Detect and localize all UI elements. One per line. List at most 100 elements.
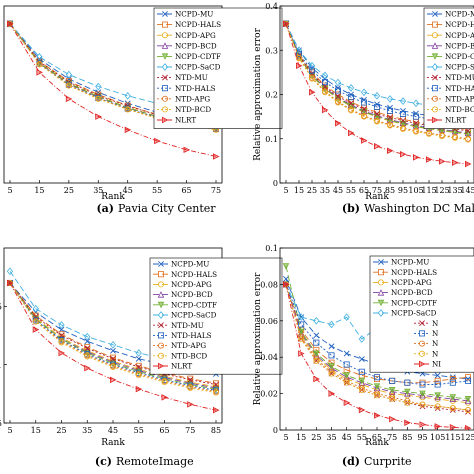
legend-marker bbox=[162, 11, 168, 17]
data-point bbox=[321, 71, 329, 80]
data-point bbox=[84, 338, 91, 345]
legend-marker bbox=[431, 95, 438, 102]
data-point bbox=[187, 401, 194, 408]
data-point bbox=[360, 113, 367, 120]
legend-item: NCPD-SaCD bbox=[157, 63, 221, 72]
legend-label: NCPD-APG bbox=[445, 31, 474, 40]
legend-marker bbox=[431, 63, 439, 71]
data-point bbox=[36, 69, 43, 76]
data-point bbox=[419, 401, 426, 408]
data-point bbox=[465, 424, 472, 430]
data-point bbox=[298, 334, 305, 341]
data-point bbox=[404, 397, 411, 404]
data-point bbox=[328, 343, 335, 350]
legend-label: NTD-MU bbox=[171, 321, 204, 330]
data-point bbox=[161, 394, 168, 401]
legend-item: NCPD-MU bbox=[157, 10, 213, 19]
x-tick-label: 65 bbox=[159, 426, 169, 435]
data-point bbox=[358, 386, 365, 393]
legend-item: NCPD-SaCD bbox=[427, 63, 474, 72]
data-point bbox=[298, 335, 305, 342]
data-point bbox=[387, 147, 394, 154]
legend-marker bbox=[157, 301, 165, 309]
data-point bbox=[412, 113, 419, 120]
legend-label: NCPD-SaCD bbox=[445, 63, 474, 72]
x-tick-label: 15 bbox=[296, 433, 306, 442]
data-point bbox=[400, 117, 406, 124]
legend-item: NTD-HALS bbox=[153, 331, 212, 340]
legend-item: NCPD-BCD bbox=[373, 288, 433, 297]
legend-marker bbox=[377, 269, 384, 276]
data-point bbox=[135, 355, 142, 362]
data-point bbox=[373, 374, 380, 381]
x-tick-label: 15 bbox=[294, 186, 304, 195]
data-point bbox=[347, 94, 354, 101]
legend-label: NTD-BCD bbox=[171, 351, 207, 360]
y-tick-label: 0.02 bbox=[260, 390, 278, 399]
legend-item: NCPD-APG bbox=[157, 31, 216, 40]
legend-item: NCPD-MU bbox=[153, 260, 209, 269]
data-point bbox=[308, 75, 315, 82]
legend-marker bbox=[418, 330, 425, 337]
legend-item: NLRT bbox=[153, 362, 192, 371]
data-point bbox=[95, 82, 102, 91]
series-line bbox=[9, 282, 217, 411]
x-tick-label: 115 bbox=[445, 433, 460, 442]
data-point bbox=[313, 339, 320, 346]
data-point bbox=[65, 70, 72, 79]
series-group bbox=[6, 267, 220, 414]
legend-item: NCPD-APG bbox=[153, 280, 212, 289]
y-tick-label: 0.08 bbox=[260, 280, 278, 289]
legend-label: NCPD-MU bbox=[171, 260, 209, 269]
data-point bbox=[110, 376, 117, 384]
data-point bbox=[213, 381, 219, 388]
data-point bbox=[438, 133, 445, 140]
legend-item: NTD-HALS bbox=[157, 84, 216, 93]
data-point bbox=[282, 263, 290, 270]
x-tick-label: 95 bbox=[398, 186, 408, 195]
legend-marker bbox=[432, 74, 438, 81]
data-point bbox=[313, 356, 320, 363]
x-axis-label: Rank bbox=[365, 438, 389, 448]
legend-label: NCPD-MU bbox=[391, 258, 429, 267]
legend-label: NI bbox=[432, 360, 441, 369]
data-point bbox=[328, 352, 335, 359]
data-point bbox=[298, 313, 305, 321]
y-tick-label: 0.3 bbox=[265, 46, 278, 55]
caption-letter: (a) bbox=[96, 202, 114, 215]
data-point bbox=[413, 120, 419, 127]
data-point bbox=[400, 150, 407, 158]
data-point bbox=[7, 279, 14, 287]
panel-caption: (a) Pavia City Center bbox=[96, 202, 216, 215]
legend-item: NCPD-BCD bbox=[157, 41, 217, 50]
series-nlrt bbox=[7, 279, 220, 414]
data-point bbox=[387, 104, 393, 111]
legend-marker bbox=[157, 281, 164, 288]
series-line bbox=[285, 23, 469, 126]
panel-caption: (c) RemoteImage bbox=[95, 455, 194, 468]
series-line bbox=[9, 23, 217, 129]
data-point bbox=[154, 137, 161, 145]
series-line bbox=[285, 23, 469, 165]
series-line bbox=[285, 284, 469, 411]
legend-marker bbox=[158, 261, 164, 267]
series-line bbox=[285, 23, 469, 140]
legend-marker bbox=[432, 116, 439, 124]
legend-marker bbox=[419, 360, 426, 368]
data-point bbox=[32, 304, 39, 313]
legend-label: NTD-APG bbox=[445, 94, 474, 103]
y-tick-label: .5 bbox=[0, 419, 2, 428]
data-point bbox=[110, 363, 117, 370]
x-tick-label: 55 bbox=[134, 426, 144, 435]
data-point bbox=[347, 107, 354, 114]
legend-label: NCPD-BCD bbox=[175, 41, 217, 50]
legend-label: N bbox=[432, 339, 438, 348]
legend-label: NCPD-CDTF bbox=[391, 298, 437, 307]
x-tick-label: 25 bbox=[307, 186, 317, 195]
legend-marker bbox=[157, 352, 164, 359]
legend-label: NCPD-SaCD bbox=[175, 63, 221, 72]
legend-item: NTD-BCD bbox=[427, 105, 474, 114]
legend-label: NCPD-HALS bbox=[171, 270, 217, 279]
x-tick-label: 65 bbox=[359, 186, 369, 195]
series-line bbox=[9, 282, 217, 385]
